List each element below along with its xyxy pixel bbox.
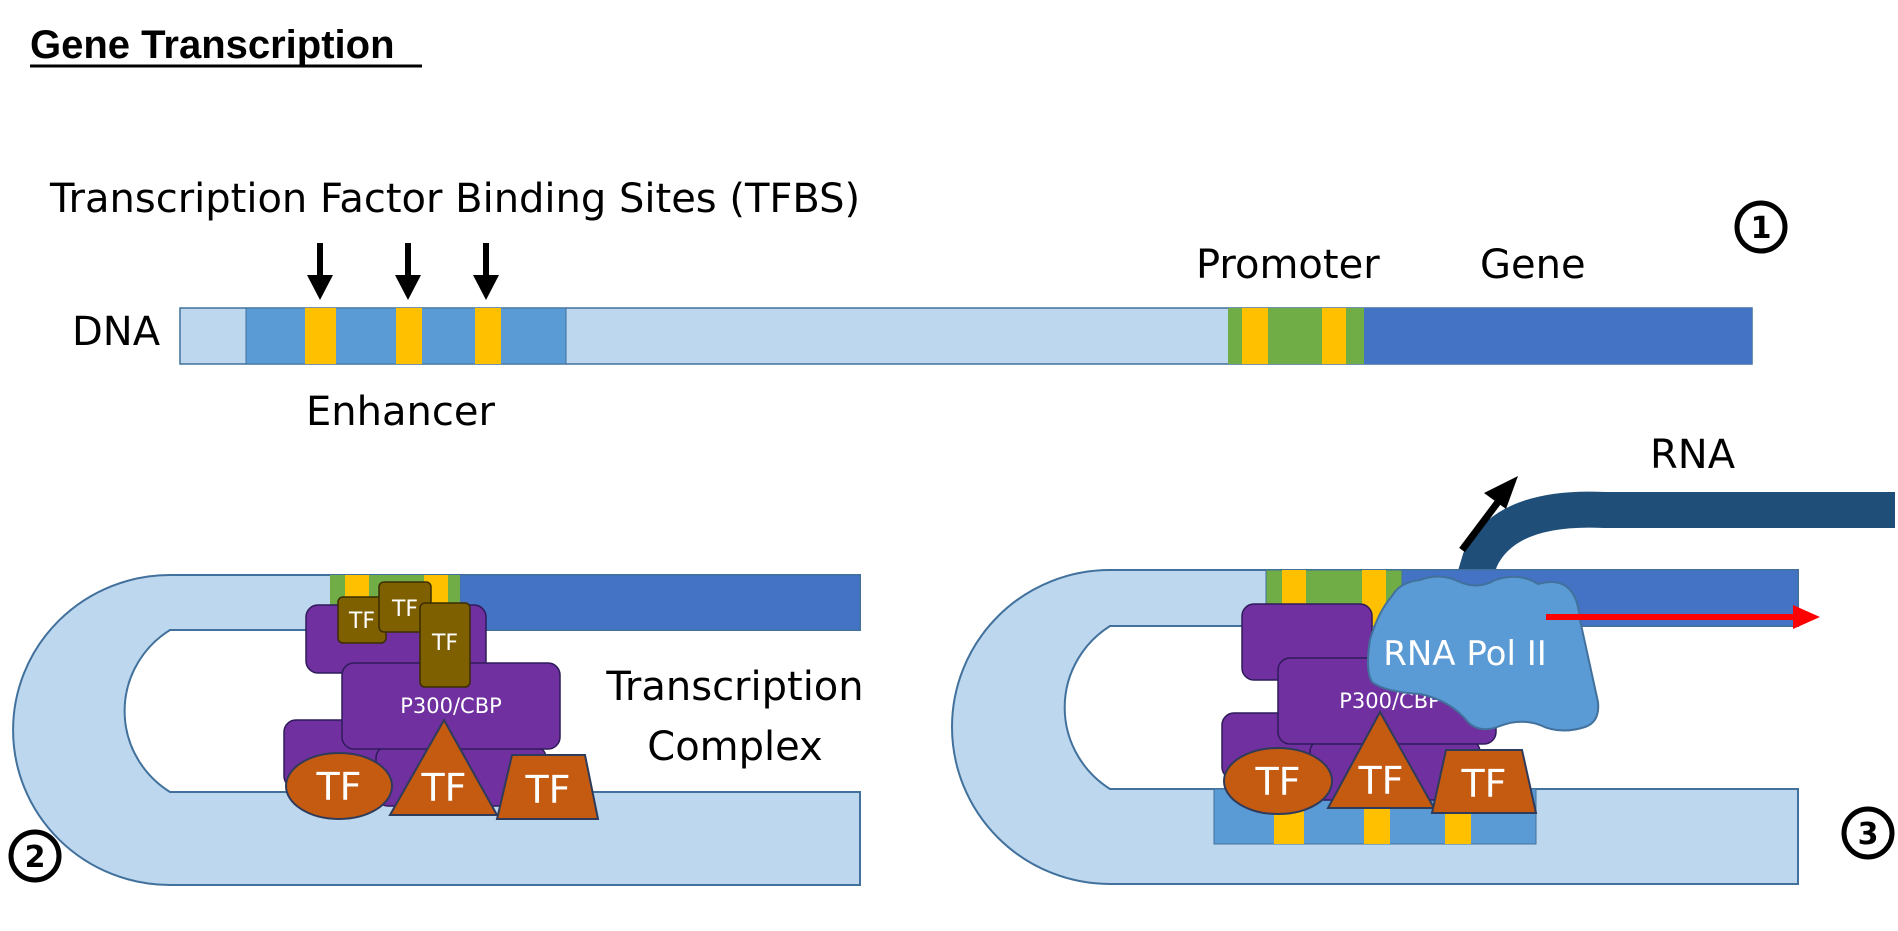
small-tf-block: [419, 602, 471, 688]
promoter-tfbs-site: [1322, 308, 1346, 364]
rna-strand: [1450, 491, 1895, 606]
tf-trapezoid: [1430, 749, 1538, 814]
dna-loop: [951, 569, 1799, 885]
p300-cbp-label: P300/CBP: [400, 694, 502, 718]
transcription-complex-label-line1: Transcription: [605, 664, 863, 710]
tfbs-arrow: [307, 243, 333, 300]
rna-direction-arrow: [1459, 476, 1518, 553]
step-1-number: 1: [1751, 211, 1772, 246]
promoter-tfbs-site: [1242, 308, 1268, 364]
tfbs-site: [305, 308, 336, 364]
promoter-label: Promoter: [1196, 242, 1380, 288]
tfbs-label: Transcription Factor Binding Sites (TFBS…: [49, 176, 860, 222]
rna-label: RNA: [1650, 432, 1736, 478]
gene-region: [1364, 308, 1752, 364]
enhancer-label: Enhancer: [306, 389, 495, 435]
gene-label: Gene: [1480, 242, 1586, 288]
step-2-badge: [8, 829, 62, 883]
tf-oval: [1223, 747, 1333, 815]
dna-label: DNA: [72, 309, 161, 355]
rna-pol-ii: [1366, 575, 1600, 732]
tfbs-site: [475, 308, 501, 364]
small-tf-label: TF: [348, 609, 375, 634]
tf-trapezoid-label: TF: [1460, 762, 1506, 806]
step-1-badge: [1734, 200, 1788, 254]
tfbs-arrow: [473, 243, 499, 300]
tf-triangle: [388, 717, 499, 816]
panel-3-transcription: RNA P300/CBP RNA Pol II: [951, 432, 1895, 885]
rna-pol-ii-label: RNA Pol II: [1383, 634, 1547, 674]
dna-loop: [12, 574, 861, 886]
transcription-direction-arrow: [1546, 605, 1820, 629]
tf-oval: [285, 752, 393, 820]
step-3-badge: [1841, 806, 1895, 860]
step-3-number: 3: [1858, 817, 1879, 852]
tfbs-arrow: [395, 243, 421, 300]
tf-oval-label: TF: [1254, 760, 1300, 804]
gene-region: [459, 574, 861, 631]
tf-trapezoid-label: TF: [524, 768, 570, 812]
tf-trapezoid: [495, 754, 600, 820]
tf-triangle: [1326, 709, 1436, 809]
tf-triangle-label: TF: [420, 766, 466, 810]
tf-triangle-label: TF: [1357, 759, 1403, 803]
panel-2-looping: P300/CBP TF TF TF TF TF TF Transcription…: [8, 574, 864, 886]
tf-oval-label: TF: [315, 765, 361, 809]
page-title: Gene Transcription: [30, 23, 395, 67]
step-2-number: 2: [25, 840, 46, 875]
tfbs-site: [396, 308, 422, 364]
panel-1-linear-dna: Transcription Factor Binding Sites (TFBS…: [49, 176, 1788, 435]
small-tf-label: TF: [391, 597, 418, 622]
transcription-complex-label-line2: Complex: [647, 724, 822, 770]
small-tf-label: TF: [431, 631, 458, 656]
